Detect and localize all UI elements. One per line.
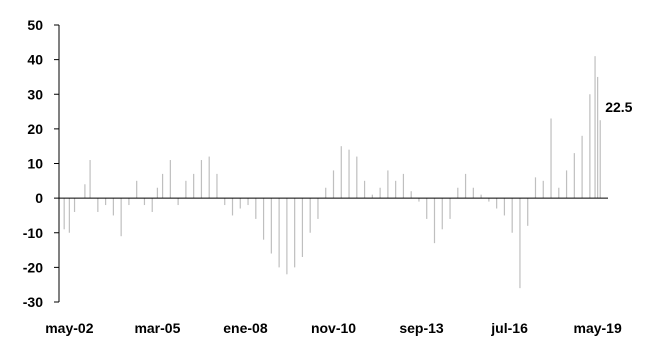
bar — [565, 170, 568, 199]
bar — [143, 198, 146, 206]
bar-group — [63, 56, 601, 289]
x-tick-label: may-02 — [45, 320, 93, 336]
bar — [239, 198, 241, 209]
bar — [325, 187, 327, 199]
x-tick-label: nov-10 — [311, 320, 356, 336]
bar — [433, 198, 436, 244]
bar — [208, 156, 210, 199]
bar — [120, 198, 122, 237]
y-tick-label: 50 — [27, 17, 43, 33]
bar — [395, 180, 397, 199]
bar — [317, 198, 319, 219]
y-tick-label: 10 — [27, 156, 43, 172]
bar — [161, 173, 164, 199]
bar — [97, 198, 99, 212]
bar — [363, 180, 366, 199]
bar — [519, 198, 521, 289]
last-value-label: 22.5 — [605, 99, 632, 115]
bar — [527, 198, 529, 226]
x-tick-label: mar-05 — [134, 320, 180, 336]
y-tick-label: 40 — [27, 52, 43, 68]
bar — [200, 160, 203, 199]
bar — [379, 187, 381, 199]
bar — [89, 160, 91, 199]
bar — [255, 198, 257, 219]
axes — [58, 25, 608, 302]
bar — [224, 198, 226, 206]
y-tick-label: -30 — [23, 294, 43, 310]
x-tick-label: jul-16 — [490, 320, 528, 336]
x-tick-label: ene-08 — [223, 320, 268, 336]
bar — [480, 194, 482, 199]
bar — [177, 198, 179, 206]
bar — [581, 135, 583, 199]
bar — [247, 198, 249, 206]
x-tick-label: may-19 — [574, 320, 622, 336]
bar — [418, 198, 420, 202]
bar — [270, 198, 272, 254]
bar — [402, 173, 405, 199]
bar — [332, 170, 335, 199]
bar — [426, 198, 428, 219]
bar — [441, 198, 443, 230]
bar — [542, 180, 544, 199]
bar — [151, 198, 153, 212]
bar — [231, 198, 234, 216]
bar — [511, 198, 513, 233]
bar — [63, 198, 65, 230]
bar — [340, 146, 342, 199]
bar — [503, 198, 506, 216]
bar — [105, 198, 107, 206]
y-tick-label: -20 — [23, 259, 43, 275]
bar — [73, 198, 76, 212]
bar — [185, 180, 187, 199]
y-tick-label: 20 — [27, 121, 43, 137]
bar — [597, 76, 599, 199]
bar — [589, 94, 591, 199]
bar — [278, 198, 280, 268]
bar — [216, 173, 218, 199]
bar — [84, 184, 86, 199]
bar — [410, 191, 412, 199]
bar — [68, 198, 70, 233]
bar — [534, 177, 537, 199]
bar — [488, 198, 490, 202]
bar — [599, 120, 601, 199]
bar — [356, 156, 358, 199]
bar — [294, 198, 296, 268]
y-tick-label: -10 — [23, 225, 43, 241]
bar — [348, 149, 350, 199]
bar — [472, 187, 474, 199]
bar — [464, 173, 467, 199]
x-tick-group: may-02 mar-05 ene-08 nov-10 sep-13 jul-16 may-… — [45, 320, 622, 336]
y-tick-label: 0 — [35, 190, 43, 206]
bar — [128, 198, 130, 206]
bar — [262, 198, 265, 240]
bar — [169, 160, 171, 199]
y-tick-label: 30 — [27, 86, 43, 102]
bar — [156, 187, 159, 199]
bar — [387, 170, 389, 199]
bar — [136, 180, 138, 199]
bar — [558, 187, 560, 199]
bar — [309, 198, 311, 233]
bar — [594, 56, 596, 199]
bar — [449, 198, 451, 219]
bar — [112, 198, 114, 216]
bar — [496, 198, 498, 209]
bar — [457, 187, 459, 199]
y-tick-group: -30 -20 -10 0 10 20 30 40 50 — [23, 17, 59, 310]
bar — [371, 194, 373, 199]
bar — [301, 198, 304, 257]
x-tick-label: sep-13 — [399, 320, 444, 336]
bar — [550, 118, 552, 199]
bar — [193, 173, 195, 199]
bar — [573, 153, 575, 199]
bar — [286, 198, 288, 275]
